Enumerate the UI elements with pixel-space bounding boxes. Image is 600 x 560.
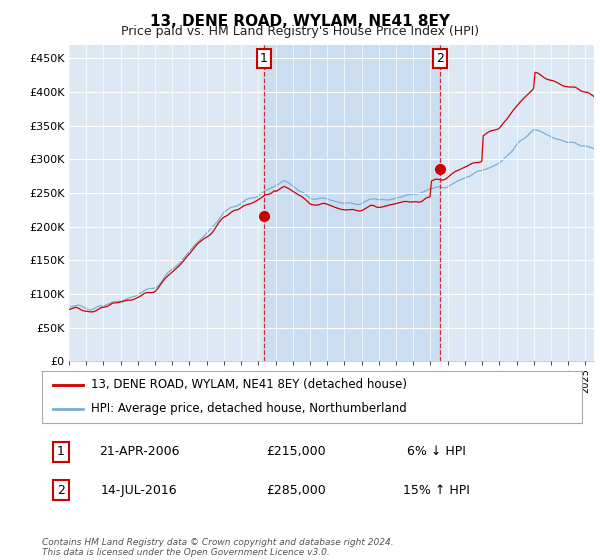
Text: Contains HM Land Registry data © Crown copyright and database right 2024.
This d: Contains HM Land Registry data © Crown c… <box>42 538 394 557</box>
Text: 2: 2 <box>436 52 444 65</box>
Text: £215,000: £215,000 <box>266 445 326 459</box>
Text: 13, DENE ROAD, WYLAM, NE41 8EY (detached house): 13, DENE ROAD, WYLAM, NE41 8EY (detached… <box>91 379 407 391</box>
Text: £285,000: £285,000 <box>266 483 326 497</box>
Text: 1: 1 <box>260 52 268 65</box>
Text: 2: 2 <box>57 483 65 497</box>
Text: HPI: Average price, detached house, Northumberland: HPI: Average price, detached house, Nort… <box>91 402 406 415</box>
Text: 13, DENE ROAD, WYLAM, NE41 8EY: 13, DENE ROAD, WYLAM, NE41 8EY <box>150 14 450 29</box>
Text: 14-JUL-2016: 14-JUL-2016 <box>101 483 178 497</box>
Text: 1: 1 <box>57 445 65 459</box>
Text: 21-APR-2006: 21-APR-2006 <box>99 445 179 459</box>
Text: Price paid vs. HM Land Registry's House Price Index (HPI): Price paid vs. HM Land Registry's House … <box>121 25 479 38</box>
Bar <box>263 45 440 361</box>
Text: 15% ↑ HPI: 15% ↑ HPI <box>403 483 470 497</box>
Text: 6% ↓ HPI: 6% ↓ HPI <box>407 445 466 459</box>
